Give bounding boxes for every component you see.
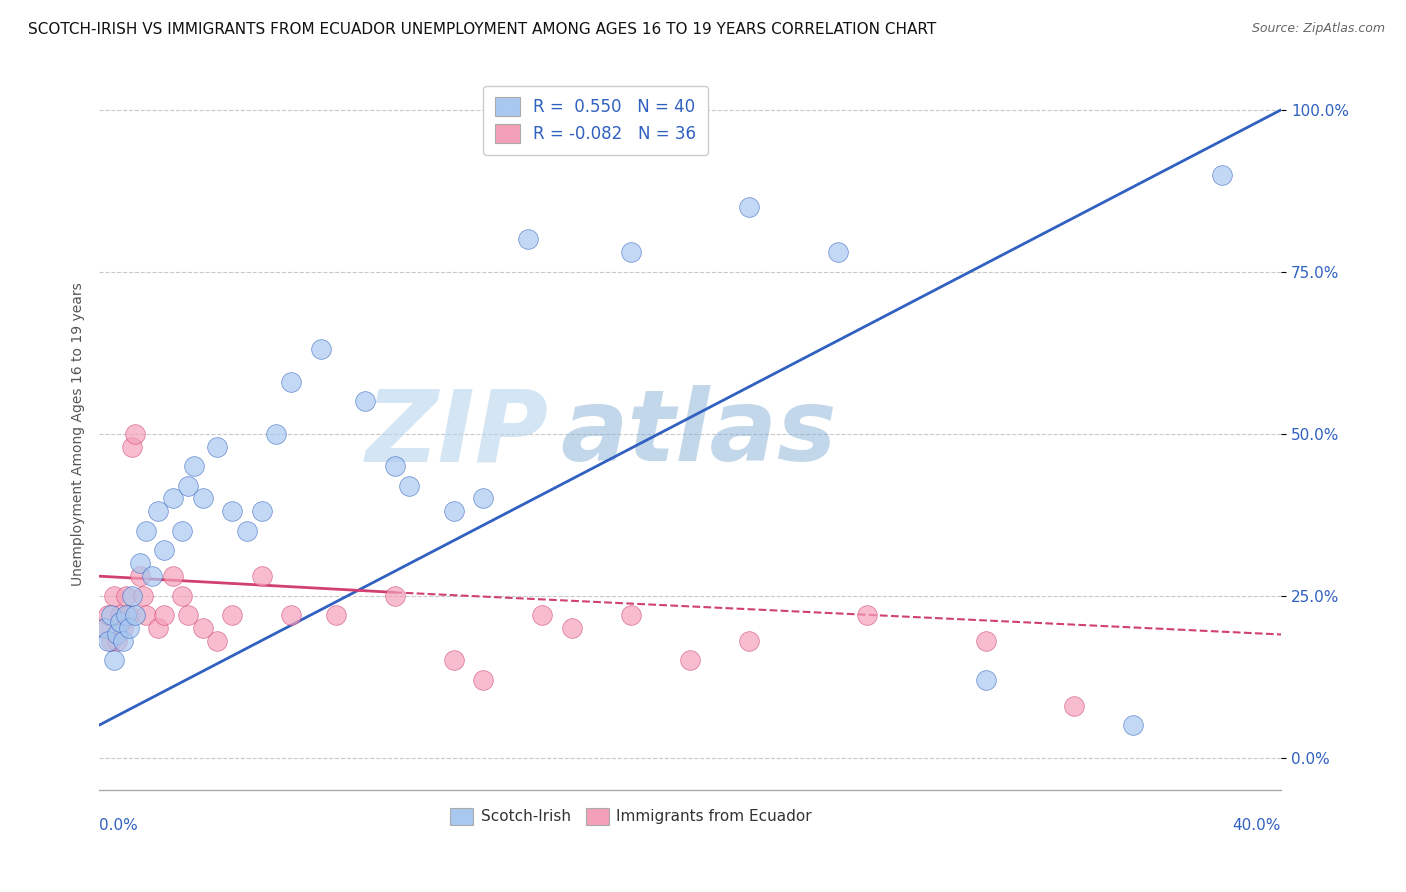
Point (472, 491, 495, 506)
Point (111, 634, 134, 648)
Point (114, 589, 136, 603)
Point (1122, 718, 1144, 732)
Point (620, 245, 643, 260)
Point (114, 608, 136, 623)
Point (121, 440, 143, 454)
Point (325, 608, 347, 623)
Point (191, 621, 214, 635)
Point (94, 621, 117, 635)
Point (1063, 698, 1085, 713)
Point (94, 621, 117, 635)
Point (443, 653, 465, 667)
Point (221, 608, 243, 623)
Point (132, 589, 155, 603)
Point (266, 426, 288, 441)
Point (236, 524, 259, 538)
Point (162, 491, 184, 506)
Point (207, 440, 229, 454)
Point (280, 608, 302, 623)
Point (472, 673, 495, 687)
Point (129, 569, 152, 583)
Point (280, 375, 302, 389)
Point (309, 343, 332, 357)
Text: atlas: atlas (560, 385, 837, 483)
Point (516, 232, 538, 246)
Point (97, 634, 120, 648)
Point (129, 556, 152, 570)
Point (135, 524, 157, 538)
Legend: Scotch-Irish, Immigrants from Ecuador: Scotch-Irish, Immigrants from Ecuador (443, 800, 820, 832)
Point (124, 608, 146, 623)
Point (103, 653, 125, 667)
Point (183, 458, 205, 473)
Text: 40.0%: 40.0% (1233, 819, 1281, 833)
Point (170, 524, 193, 538)
Point (354, 394, 377, 409)
Point (443, 504, 465, 518)
Point (97, 608, 120, 623)
Point (148, 621, 170, 635)
Point (103, 589, 125, 603)
Point (398, 478, 420, 492)
Point (856, 608, 879, 623)
Point (170, 589, 193, 603)
Point (153, 543, 176, 558)
Text: 0.0%: 0.0% (100, 819, 138, 833)
Point (974, 634, 997, 648)
Point (111, 621, 134, 635)
Point (108, 615, 131, 629)
Point (118, 621, 141, 635)
Point (135, 608, 157, 623)
Point (250, 504, 273, 518)
Point (105, 627, 128, 641)
Point (384, 458, 406, 473)
Point (974, 673, 997, 687)
Point (100, 608, 122, 623)
Point (384, 589, 406, 603)
Point (124, 426, 146, 441)
Text: Source: ZipAtlas.com: Source: ZipAtlas.com (1251, 22, 1385, 36)
Point (177, 608, 200, 623)
Point (153, 608, 176, 623)
Point (827, 245, 849, 260)
Point (221, 504, 243, 518)
Point (738, 634, 761, 648)
Point (118, 608, 141, 623)
Point (100, 634, 122, 648)
Text: SCOTCH-IRISH VS IMMIGRANTS FROM ECUADOR UNEMPLOYMENT AMONG AGES 16 TO 19 YEARS C: SCOTCH-IRISH VS IMMIGRANTS FROM ECUADOR … (28, 22, 936, 37)
Point (250, 569, 273, 583)
Point (1211, 168, 1233, 182)
Point (531, 608, 554, 623)
Point (162, 569, 184, 583)
Point (108, 608, 131, 623)
Y-axis label: Unemployment Among Ages 16 to 19 years: Unemployment Among Ages 16 to 19 years (72, 282, 86, 585)
Point (121, 589, 143, 603)
Point (105, 634, 128, 648)
Point (177, 478, 200, 492)
Point (207, 634, 229, 648)
Point (141, 569, 163, 583)
Point (148, 504, 170, 518)
Point (191, 491, 214, 506)
Point (738, 200, 761, 214)
Point (620, 608, 643, 623)
Point (679, 653, 702, 667)
Text: ZIP: ZIP (366, 385, 548, 483)
Point (561, 621, 583, 635)
